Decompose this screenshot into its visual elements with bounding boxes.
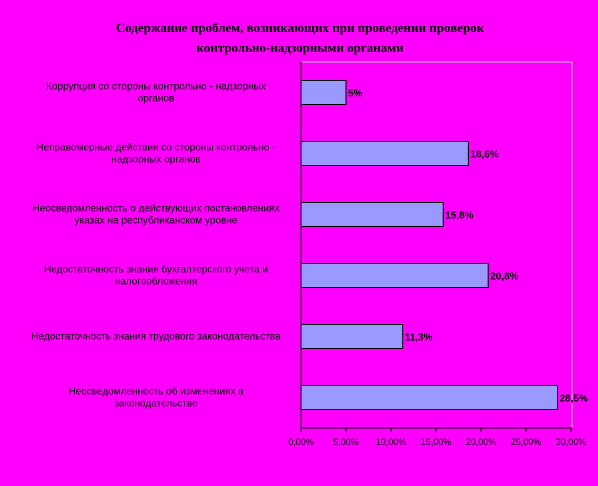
data-label-6: 28,5%: [560, 394, 588, 405]
category-label-3-line-1: Неосведомленность о действующих постанов…: [33, 204, 280, 215]
bar-2: [300, 141, 469, 166]
x-tick-label-6: 25,00%: [511, 437, 542, 447]
data-label-4: 20,8%: [490, 272, 518, 283]
data-label-2: 18,6%: [470, 150, 498, 161]
category-label-1-line-1: Коррупция со стороны контрольно - надзор…: [46, 82, 266, 93]
bar-4: [300, 263, 489, 288]
chart-title: Содержание проблем, возникающих при пров…: [40, 18, 560, 58]
category-label-2-line-1: Неправомерные действия со стороны контро…: [36, 143, 275, 154]
category-label-6-line-1: Неосведомленность об изменениях в: [68, 386, 243, 398]
x-tick-label-7: 30,00%: [556, 437, 587, 447]
category-label-4-line-1: Недостаточность знания бухгалтерского уч…: [44, 264, 268, 276]
x-tick-label-1: 0,00%: [288, 437, 314, 447]
x-tick-label-2: 5,00%: [333, 437, 359, 447]
x-tick-label-5: 20,00%: [466, 437, 497, 447]
bar-3: [300, 202, 444, 227]
category-label-4-line-2: налогообложения: [115, 276, 198, 288]
chart-title-line-2: контрольно-надзорными органами: [196, 40, 404, 55]
data-label-1: 5%: [348, 89, 363, 100]
category-label-2-line-2: надзорных органов: [111, 155, 201, 166]
bar-1: [300, 80, 347, 105]
x-tick-label-4: 15,00%: [421, 437, 452, 447]
plot-area: 5% Коррупция со стороны контрольно - надз…: [31, 61, 588, 447]
bar-5: [300, 324, 404, 349]
data-label-3: 15,8%: [445, 211, 473, 222]
category-label-3-line-2: указах на республиканском уровне: [75, 215, 238, 227]
bar-6: [300, 385, 558, 410]
data-label-5: 11,3%: [405, 333, 433, 344]
x-tick-label-3: 10,00%: [376, 437, 407, 447]
category-label-1-line-2: органов: [138, 94, 175, 105]
chart-title-line-1: Содержание проблем, возникающих при пров…: [115, 20, 485, 35]
category-label-5-line-1: Недостаточность знания трудового законод…: [31, 332, 281, 343]
category-label-6-line-2: законодательстве: [114, 399, 198, 410]
